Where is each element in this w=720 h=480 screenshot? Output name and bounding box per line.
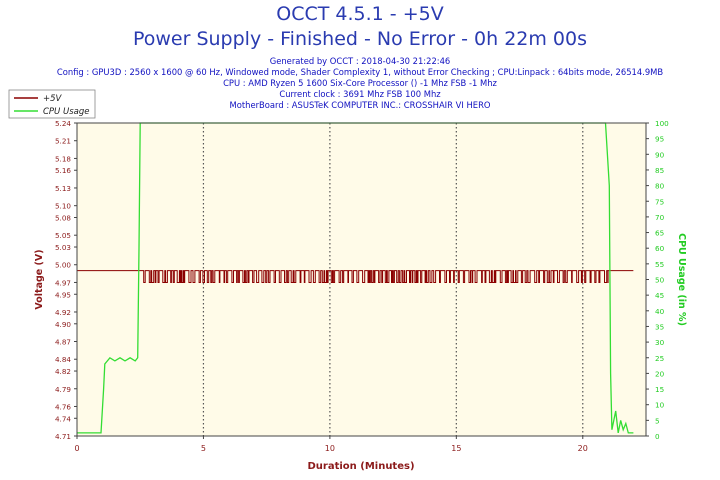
y-tick-label: 4.87 xyxy=(55,338,71,347)
right-axis: 0 5 10 15 20 25 30 35 40 45 50 55 60 65 70 75 80 85 90 95 10… xyxy=(646,119,669,441)
y-tick-label: 4.95 xyxy=(55,290,71,299)
y2-tick-label: 75 xyxy=(655,197,664,206)
y-tick-label: 5.00 xyxy=(55,261,71,270)
x-tick-label: 10 xyxy=(325,444,335,453)
y2-tick-label: 80 xyxy=(655,182,665,191)
y-tick-label: 4.71 xyxy=(55,432,71,441)
y2-tick-label: 45 xyxy=(655,291,664,300)
y2-tick-label: 10 xyxy=(655,401,665,410)
y2-tick-label: 55 xyxy=(655,260,664,269)
y2-tick-label: 65 xyxy=(655,229,664,238)
y2-tick-label: 95 xyxy=(655,135,664,144)
y-axis-label: Voltage (V) xyxy=(34,249,45,309)
y-tick-label: 4.84 xyxy=(55,355,71,364)
series-cpu-line xyxy=(77,122,634,434)
y2-tick-label: 5 xyxy=(655,416,660,425)
y2-tick-label: 20 xyxy=(655,369,665,378)
legend-box xyxy=(8,89,96,119)
y2-tick-label: 40 xyxy=(655,307,665,316)
y2-tick-label: 15 xyxy=(655,385,664,394)
y-tick-label: 5.21 xyxy=(55,137,71,146)
y2-tick-label: 50 xyxy=(655,276,665,285)
info-generated: Generated by OCCT : 2018-04-30 21:22:46 xyxy=(269,56,451,66)
x-tick-label: 15 xyxy=(451,444,461,453)
legend-label-cpu: CPU Usage xyxy=(43,107,89,117)
legend: +5V CPU Usage xyxy=(8,89,96,119)
y-tick-label: 4.74 xyxy=(55,414,71,423)
y2-tick-label: 0 xyxy=(655,432,660,441)
y-tick-label: 5.03 xyxy=(55,243,71,252)
series-voltage-line xyxy=(77,270,634,283)
y-tick-label: 4.90 xyxy=(55,320,71,329)
y2-tick-label: 90 xyxy=(655,150,665,159)
y-tick-label: 5.16 xyxy=(55,166,71,175)
y-tick-label: 5.08 xyxy=(55,213,71,222)
y2-tick-label: 60 xyxy=(655,244,665,253)
y-tick-label: 5.13 xyxy=(55,184,71,193)
plot-border xyxy=(76,122,647,437)
legend-label-voltage: +5V xyxy=(43,94,63,104)
y2-tick-label: 30 xyxy=(655,338,665,347)
y-tick-label: 5.10 xyxy=(55,202,71,211)
series-group xyxy=(77,122,634,434)
y2-tick-label: 25 xyxy=(655,354,664,363)
y-tick-label: 5.18 xyxy=(55,154,71,163)
chart-title: OCCT 4.5.1 - +5V xyxy=(276,3,444,25)
left-axis: 4.71 4.74 4.76 4.79 4.82 4.84 4.87 4.90 4.92 4.95… xyxy=(55,119,77,441)
y2-tick-label: 70 xyxy=(655,213,665,222)
info-config: Config : GPU3D : 2560 x 1600 @ 60 Hz, Wi… xyxy=(56,67,664,77)
y2-tick-label: 100 xyxy=(655,119,669,128)
y-tick-label: 4.92 xyxy=(55,308,71,317)
y2-axis-label: CPU Usage (in %) xyxy=(676,233,687,326)
x-tick-label: 20 xyxy=(578,444,588,453)
y-tick-label: 4.79 xyxy=(55,385,71,394)
info-cpu: CPU : AMD Ryzen 5 1600 Six-Core Processo… xyxy=(223,78,497,88)
info-motherboard: MotherBoard : ASUSTeK COMPUTER INC.: CRO… xyxy=(229,100,491,110)
chart-subtitle: Power Supply - Finished - No Error - 0h … xyxy=(132,28,588,50)
x-tick-label: 5 xyxy=(201,444,206,453)
y-tick-label: 5.05 xyxy=(55,231,71,240)
y-tick-label: 4.97 xyxy=(55,278,71,287)
y-tick-label: 4.82 xyxy=(55,367,71,376)
x-axis-label: Duration (Minutes) xyxy=(307,461,414,472)
y-tick-label: 4.76 xyxy=(55,402,71,411)
info-clock: Current clock : 3691 Mhz FSB 100 Mhz xyxy=(279,89,441,99)
y2-tick-label: 35 xyxy=(655,322,664,331)
y2-tick-label: 85 xyxy=(655,166,664,175)
y-tick-label: 5.24 xyxy=(55,119,71,128)
x-axis: 0 5 10 15 20 xyxy=(74,436,588,453)
x-tick-label: 0 xyxy=(74,444,79,453)
